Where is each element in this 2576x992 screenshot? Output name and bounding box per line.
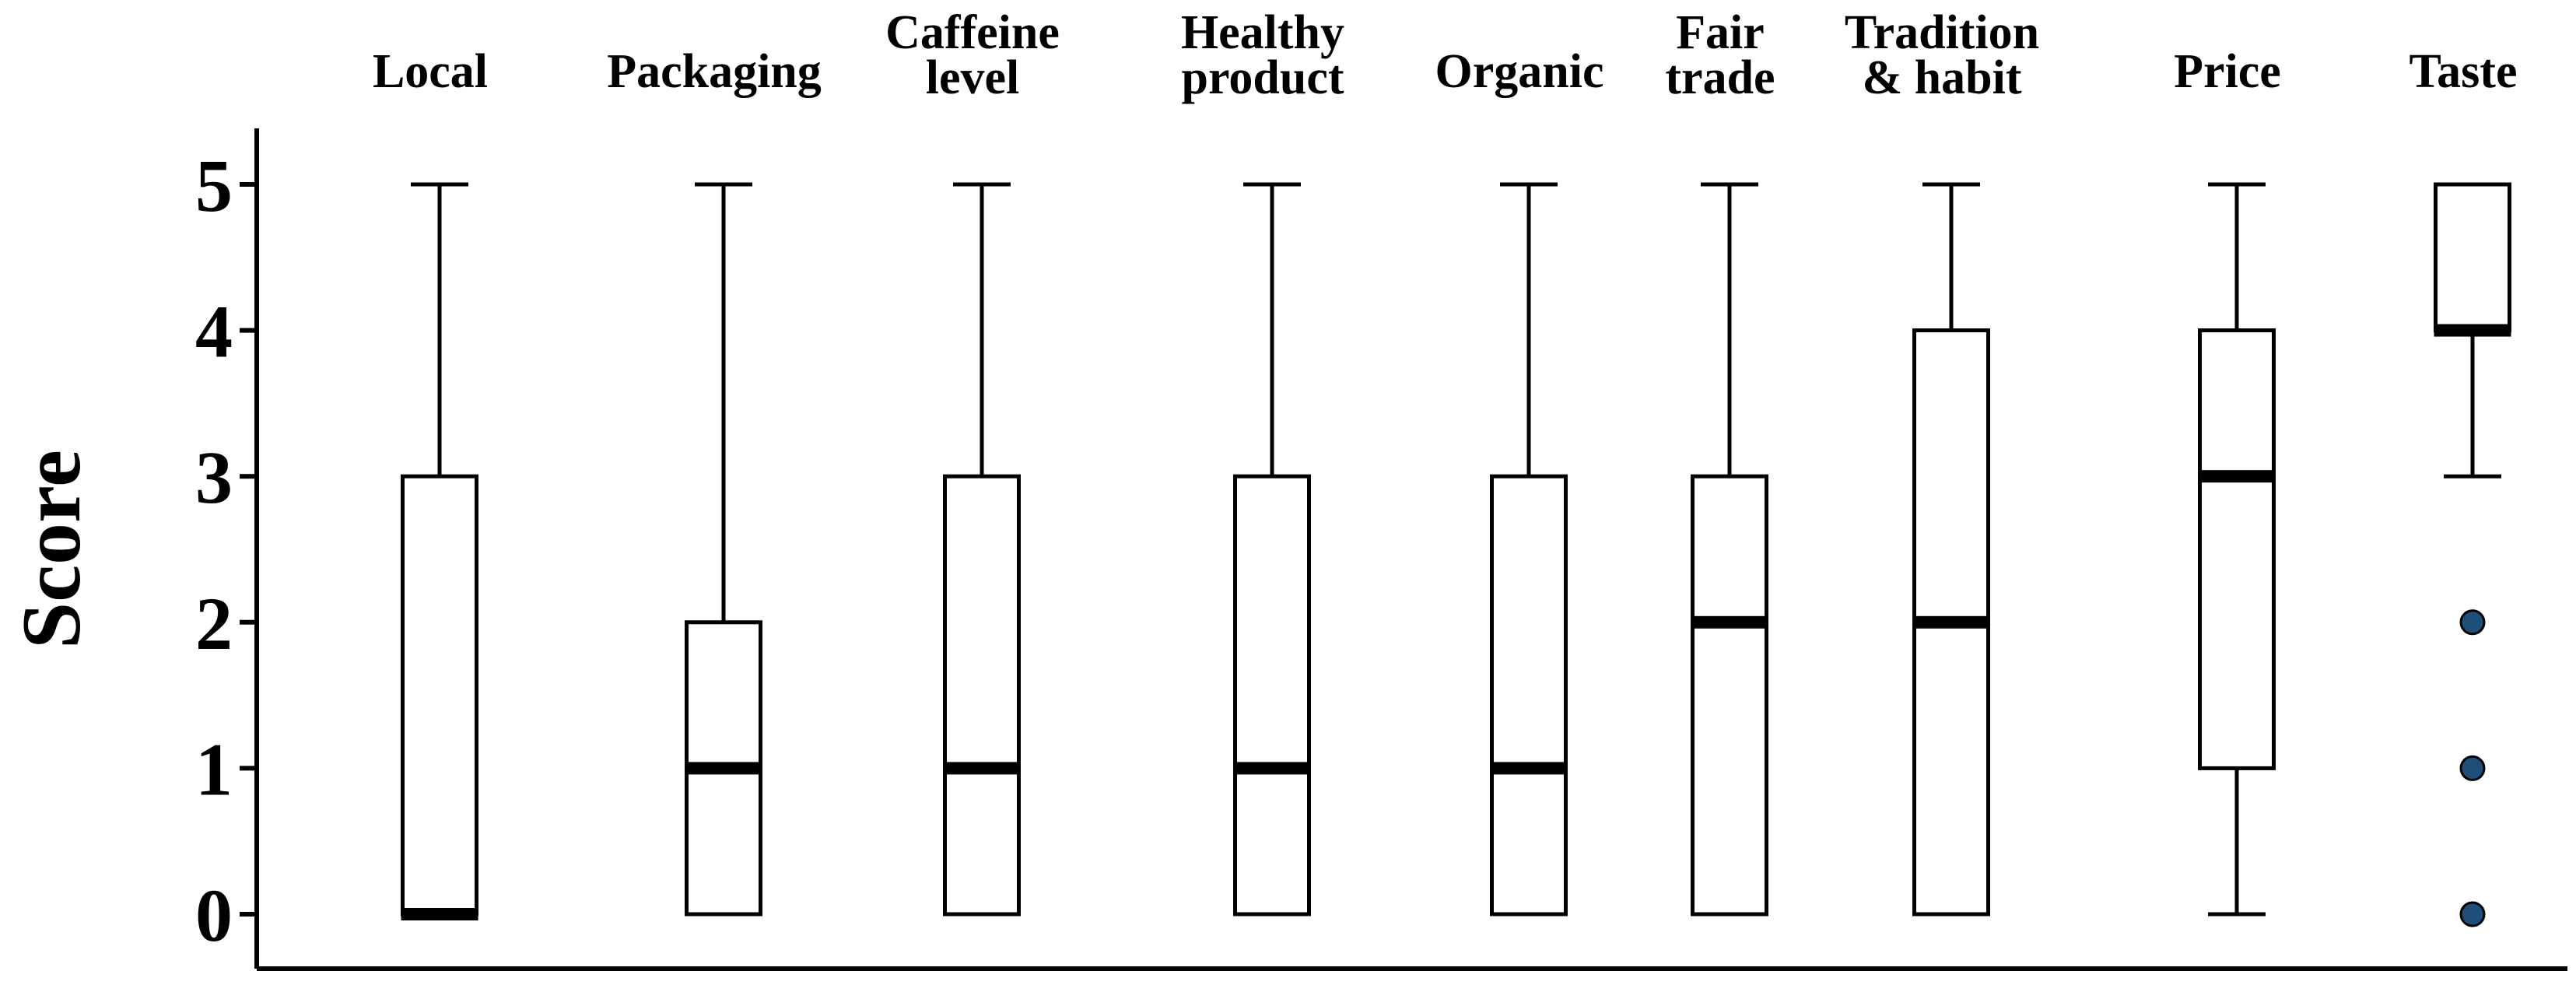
category-label: Organic — [1435, 45, 1604, 98]
box-taste — [2434, 182, 2511, 927]
box-caffeine-level — [943, 182, 1021, 917]
category-label: & habit — [1863, 51, 2022, 104]
boxes — [401, 182, 2511, 927]
box-local — [401, 182, 478, 920]
y-tick-label: 0 — [195, 874, 233, 957]
category-label: trade — [1665, 51, 1775, 104]
box-healthy-product — [1233, 182, 1311, 917]
box-tradition-habit — [1912, 182, 1990, 917]
y-tick-label: 4 — [195, 290, 233, 373]
median-line — [1691, 615, 1768, 629]
category-label: Taste — [2410, 45, 2518, 98]
category-label: Local — [373, 45, 488, 98]
median-line — [401, 908, 478, 920]
category-label: Packaging — [607, 45, 822, 98]
y-tick-label: 5 — [195, 144, 233, 227]
box-organic — [1490, 182, 1568, 917]
category-label: Tradition — [1845, 6, 2039, 59]
category-label: product — [1181, 51, 1344, 104]
y-axis-title: Score — [5, 450, 98, 649]
iqr-box — [1490, 474, 1568, 917]
y-tick-label: 1 — [195, 727, 233, 811]
outlier-point — [2459, 755, 2486, 781]
y-tick-label: 2 — [195, 582, 233, 665]
y-tick-label: 3 — [195, 436, 233, 519]
median-line — [2434, 324, 2511, 337]
iqr-box — [401, 474, 478, 917]
iqr-box — [2198, 328, 2276, 770]
median-line — [1490, 762, 1568, 775]
y-axis-ticks: 0 1 2 3 4 5 — [195, 144, 257, 957]
median-line — [1912, 615, 1990, 629]
category-label: Healthy — [1181, 6, 1344, 59]
axes — [254, 128, 2567, 971]
outlier-point — [2459, 901, 2486, 927]
category-label: level — [926, 51, 1020, 104]
median-line — [2198, 470, 2276, 483]
median-line — [685, 762, 762, 775]
iqr-box — [1691, 474, 1768, 917]
iqr-box — [943, 474, 1021, 917]
outlier-point — [2459, 609, 2486, 636]
box-fair-trade — [1691, 182, 1768, 917]
iqr-box — [2434, 182, 2511, 333]
category-label: Price — [2174, 45, 2281, 98]
median-line — [1233, 762, 1311, 775]
category-label: Caffeine — [885, 6, 1060, 59]
box-price — [2198, 182, 2276, 917]
median-line — [943, 762, 1021, 775]
box-packaging — [685, 182, 762, 917]
category-label: Fair — [1676, 6, 1765, 59]
iqr-box — [1233, 474, 1311, 917]
